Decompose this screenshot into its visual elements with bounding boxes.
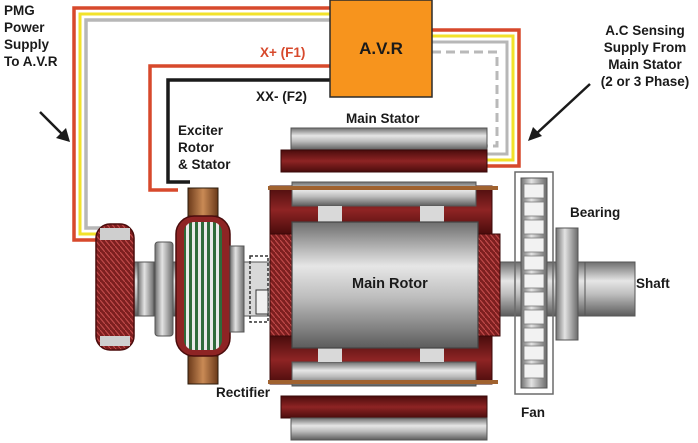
pmg-label-line-1: PMG — [4, 3, 35, 18]
pmg-arrow — [39, 111, 70, 142]
sensing-yellow-wire — [432, 34, 515, 162]
main-stator — [280, 127, 488, 441]
x-plus-label: X+ (F1) — [260, 45, 306, 60]
exciter-label: Exciter Rotor & Stator — [178, 122, 231, 173]
shaft-label: Shaft — [636, 276, 670, 291]
exciter — [175, 187, 245, 385]
ac-sensing-arrow — [528, 83, 591, 141]
fan-blades — [523, 183, 545, 379]
pmg-gray-wire — [84, 18, 330, 230]
sensing-wires — [432, 28, 521, 168]
fan-frame — [514, 171, 554, 395]
fan-label: Fan — [521, 405, 546, 420]
exciter-line-2: Rotor — [178, 140, 214, 155]
ac-sensing-line-3: Main Stator — [608, 57, 682, 72]
ac-sensing-line-4: (2 or 3 Phase) — [600, 74, 690, 89]
rectifier-label: Rectifier — [216, 385, 271, 400]
pmg-label: PMG Power Supply To A.V.R — [4, 2, 58, 70]
ac-sensing-line-2: Supply From — [603, 40, 687, 55]
bearing-label: Bearing — [570, 205, 621, 220]
pmg-label-line-4: To A.V.R — [4, 54, 58, 69]
exciter-stator-top — [187, 187, 219, 217]
pmg-supply-wires — [72, 6, 330, 242]
sensing-red-wire — [432, 28, 521, 168]
bearing — [555, 227, 579, 341]
pmg-label-line-3: Supply — [4, 37, 50, 52]
exciter-line-1: Exciter — [178, 123, 224, 138]
pmg-yellow-wire — [78, 12, 330, 236]
xx-minus-wire — [166, 78, 330, 184]
main-stator-label: Main Stator — [346, 111, 420, 126]
ac-sensing-label: A.C Sensing Supply From Main Stator (2 o… — [592, 22, 698, 90]
sensing-dashed-wire — [432, 50, 499, 148]
avr-box — [329, 0, 433, 98]
exciter-line-3: & Stator — [178, 157, 231, 172]
pmg-label-line-2: Power — [4, 20, 45, 35]
xx-minus-label: XX- (F2) — [256, 89, 308, 104]
sensing-gray-wire — [432, 40, 509, 156]
pmg-red-wire — [72, 6, 330, 242]
ac-sensing-line-1: A.C Sensing — [605, 23, 685, 38]
main-rotor-label: Main Rotor — [352, 276, 428, 292]
avr-label: A.V.R — [359, 38, 403, 58]
pmg — [95, 223, 174, 351]
x-plus-wire — [148, 64, 330, 192]
fan — [514, 171, 554, 395]
exciter-stator-bottom — [187, 355, 219, 385]
main-rotor — [268, 181, 501, 387]
field-wires — [148, 64, 330, 192]
rectifier — [243, 255, 271, 323]
shaft-end — [584, 261, 636, 317]
